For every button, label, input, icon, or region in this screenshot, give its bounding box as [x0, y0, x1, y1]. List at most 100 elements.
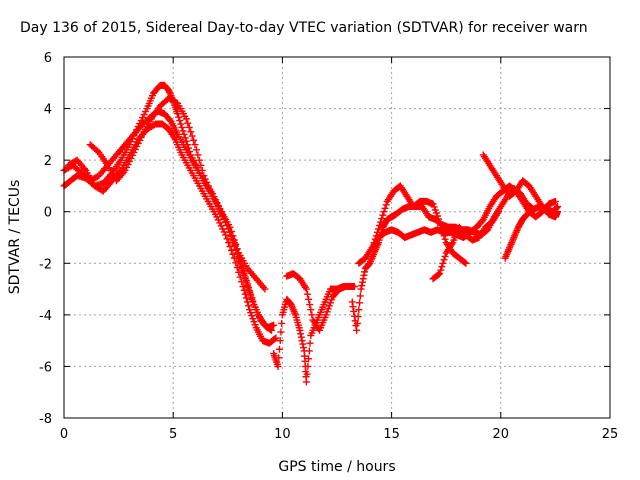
data-point	[304, 290, 312, 298]
data-point	[271, 335, 279, 343]
data-point	[441, 252, 449, 260]
data-point	[232, 259, 240, 267]
data-point	[370, 239, 378, 247]
data-point	[237, 261, 245, 269]
data-point	[242, 294, 250, 302]
data-point	[355, 306, 363, 314]
x-tick-label: 10	[274, 427, 291, 442]
data-point	[270, 321, 278, 329]
data-point	[437, 221, 445, 229]
data-point	[207, 189, 215, 197]
data-point	[297, 330, 305, 338]
points-layer	[60, 81, 562, 386]
data-point	[197, 161, 205, 169]
data-point	[523, 210, 531, 218]
series-trace-j	[429, 208, 503, 283]
data-point	[377, 218, 385, 226]
data-point	[305, 355, 313, 363]
x-tick-label: 5	[169, 427, 177, 442]
series-trace-l	[501, 210, 531, 262]
data-point	[308, 311, 316, 319]
data-point	[191, 141, 199, 149]
data-point	[360, 271, 368, 279]
data-point	[204, 182, 212, 190]
data-point	[350, 307, 358, 315]
series-trace-k	[479, 151, 562, 221]
data-point	[357, 285, 365, 293]
data-point	[181, 134, 189, 142]
data-point	[275, 354, 283, 362]
data-point	[354, 313, 362, 321]
data-point	[179, 127, 187, 135]
data-point	[439, 228, 447, 236]
data-point	[296, 326, 304, 334]
data-point	[222, 231, 230, 239]
data-point	[274, 362, 282, 370]
data-point	[232, 240, 240, 248]
data-point	[272, 334, 280, 342]
data-point	[438, 225, 446, 233]
data-point	[175, 113, 183, 121]
data-point	[381, 204, 389, 212]
data-point	[201, 175, 209, 183]
data-point	[438, 263, 446, 271]
data-point	[225, 239, 233, 247]
y-tick-label: 6	[44, 51, 52, 66]
data-point	[359, 275, 367, 283]
data-point	[229, 250, 237, 258]
data-point	[441, 235, 449, 243]
data-point	[227, 227, 235, 235]
data-point	[195, 156, 203, 164]
data-point	[348, 282, 356, 290]
data-point	[356, 292, 364, 300]
data-point	[188, 132, 196, 140]
y-tick-label: -8	[39, 412, 52, 427]
data-point	[348, 298, 356, 306]
data-point	[182, 115, 190, 123]
data-point	[245, 302, 253, 310]
data-point	[436, 270, 444, 278]
y-tick-label: 4	[44, 103, 52, 118]
data-point	[435, 270, 443, 278]
data-point	[235, 268, 243, 276]
data-point	[226, 223, 234, 231]
data-point	[180, 130, 188, 138]
x-tick-label: 15	[383, 427, 400, 442]
data-point	[241, 290, 249, 298]
data-point	[305, 347, 313, 355]
data-point	[278, 319, 286, 327]
data-point	[236, 273, 244, 281]
data-point	[230, 236, 238, 244]
data-point	[198, 166, 206, 174]
data-point	[305, 295, 313, 303]
data-point	[522, 211, 530, 219]
data-point	[223, 235, 231, 243]
data-point	[203, 178, 211, 186]
data-point	[373, 228, 381, 236]
tick-layer: 0 5 10 15 20 25 -8 -6 -4 -2 0 2 4 6	[39, 51, 618, 442]
data-point	[307, 306, 315, 314]
data-point	[187, 128, 195, 136]
data-point	[436, 218, 444, 226]
data-point	[361, 268, 369, 276]
data-point	[298, 337, 306, 345]
data-point	[226, 243, 234, 251]
series-trace-e	[270, 282, 358, 386]
data-point	[297, 333, 305, 341]
data-point	[380, 208, 388, 216]
y-tick-label: 2	[44, 154, 52, 169]
data-point	[245, 285, 253, 293]
x-axis-label: GPS time / hours	[278, 459, 395, 475]
data-point	[302, 378, 310, 386]
data-point	[185, 123, 193, 131]
data-point	[177, 120, 185, 128]
data-point	[303, 370, 311, 378]
data-point	[261, 285, 269, 293]
data-point	[267, 326, 275, 334]
data-point	[299, 340, 307, 348]
data-point	[304, 362, 312, 370]
data-point	[240, 271, 248, 279]
data-point	[439, 259, 447, 267]
